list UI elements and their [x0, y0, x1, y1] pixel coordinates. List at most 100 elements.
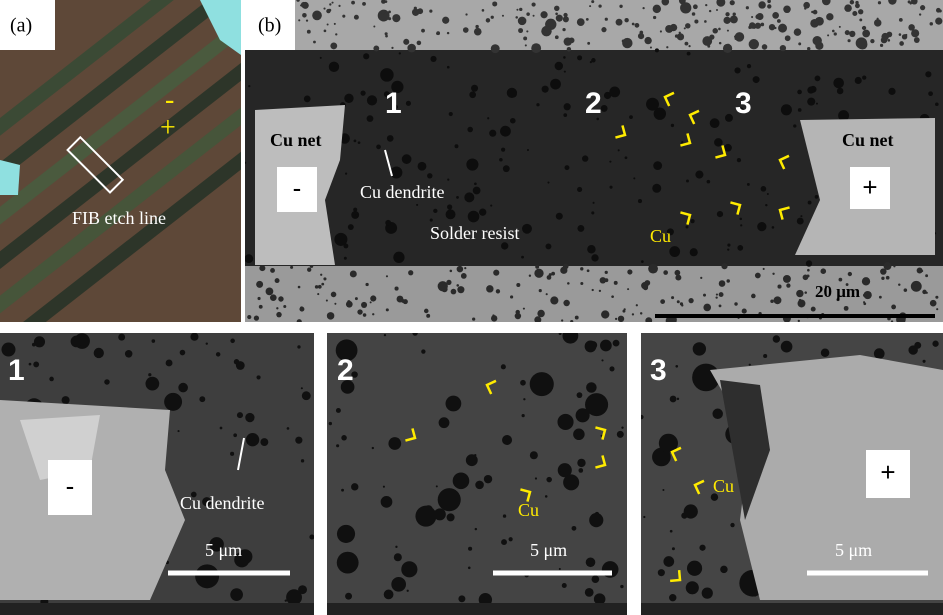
pore	[395, 287, 399, 291]
pore	[891, 305, 896, 310]
pore	[522, 414, 525, 417]
pore	[914, 37, 920, 43]
pore	[334, 233, 347, 246]
minus-sign: -	[293, 173, 302, 203]
pore	[491, 44, 500, 53]
pore	[650, 47, 652, 49]
pore	[811, 307, 816, 312]
pore	[686, 179, 689, 182]
pore	[605, 278, 609, 282]
pore	[216, 352, 220, 356]
pore	[767, 193, 769, 195]
pore	[638, 199, 642, 203]
pore	[648, 264, 658, 274]
pore	[329, 422, 332, 425]
pore	[575, 316, 579, 320]
pore	[534, 269, 543, 278]
pore	[710, 118, 720, 128]
pore	[370, 295, 376, 301]
pore	[742, 309, 747, 314]
pore	[844, 306, 849, 311]
pore	[751, 294, 756, 299]
pore	[365, 283, 368, 286]
pore	[385, 0, 388, 3]
pore	[746, 6, 749, 9]
pore	[323, 8, 325, 10]
pore	[663, 556, 674, 567]
cu-label: Cu	[518, 500, 539, 520]
pore	[747, 64, 751, 68]
pore	[395, 546, 397, 548]
pore	[545, 495, 548, 498]
figure: (a) - + FIB etch line (b) 1 2 3 Cu net C…	[0, 0, 943, 615]
pore	[298, 286, 301, 289]
pore	[472, 318, 475, 321]
pore	[777, 285, 781, 289]
pore	[563, 300, 569, 306]
pore	[414, 7, 417, 10]
pore	[358, 141, 361, 144]
pore	[772, 226, 775, 229]
pore	[564, 71, 566, 73]
pore	[372, 447, 374, 449]
pore	[615, 318, 617, 320]
pore	[850, 0, 854, 4]
pore	[421, 29, 425, 33]
pore	[692, 12, 696, 16]
pore	[928, 91, 933, 96]
pore	[304, 96, 311, 103]
pore	[302, 391, 311, 400]
pore	[616, 19, 623, 26]
pore	[180, 350, 186, 356]
pore	[351, 483, 358, 490]
pore	[609, 366, 614, 371]
pore	[33, 361, 39, 367]
pore	[244, 254, 253, 263]
pore	[266, 287, 274, 295]
pore	[491, 315, 497, 321]
pore	[275, 278, 280, 283]
pore	[925, 274, 928, 277]
pore	[463, 27, 469, 33]
pore	[326, 9, 330, 13]
pore	[849, 31, 855, 37]
pore	[749, 364, 751, 366]
pore	[29, 363, 32, 366]
pore	[796, 290, 803, 297]
pore	[326, 299, 328, 301]
pore	[803, 2, 810, 9]
pore	[430, 219, 433, 222]
pore	[719, 292, 724, 297]
plus-sign: +	[862, 172, 877, 202]
pore	[582, 155, 588, 161]
pore	[509, 537, 513, 541]
pore	[899, 33, 902, 36]
pore	[587, 269, 590, 272]
pore	[94, 348, 104, 358]
pore	[770, 299, 774, 303]
pore	[794, 28, 802, 36]
pore	[370, 301, 372, 303]
pore	[526, 30, 528, 32]
pore	[334, 303, 336, 305]
pore	[301, 387, 303, 389]
pore	[417, 41, 422, 46]
pore	[510, 295, 513, 298]
pore	[677, 398, 679, 400]
pore	[363, 53, 369, 59]
pore	[531, 43, 541, 53]
pore	[670, 396, 677, 403]
pore	[361, 302, 367, 308]
pore	[601, 27, 606, 32]
pore	[373, 46, 379, 52]
pore	[391, 577, 406, 592]
pore	[675, 270, 681, 276]
pore	[660, 299, 665, 304]
pore	[793, 124, 796, 127]
pore	[688, 298, 693, 303]
pore	[313, 41, 316, 44]
pore	[862, 27, 865, 30]
pore	[580, 267, 583, 270]
pore	[751, 16, 753, 18]
pore	[807, 47, 810, 50]
